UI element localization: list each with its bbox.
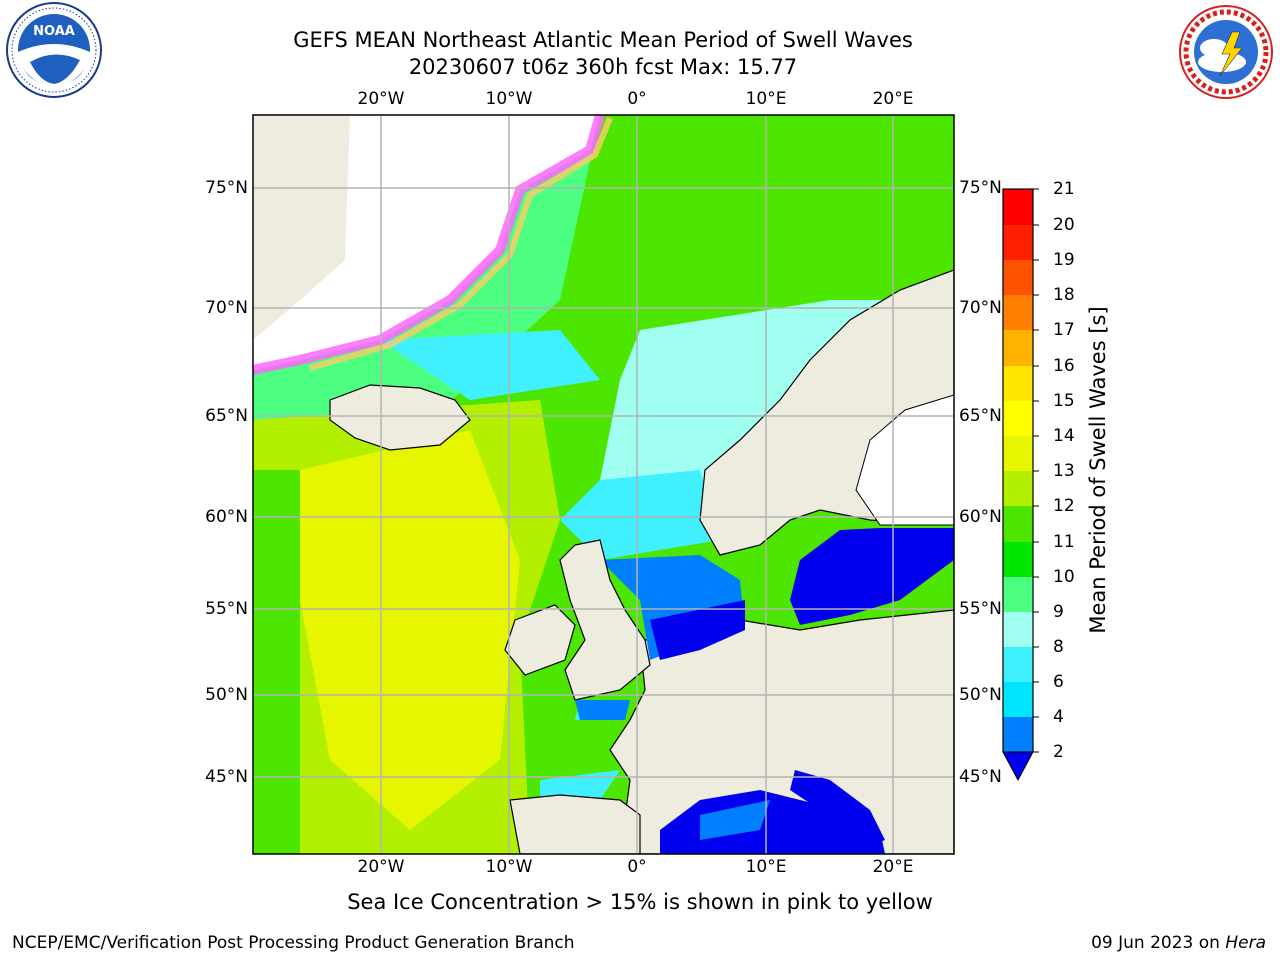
lon-label-bottom-0: 0° [627,857,647,877]
map-frame [252,114,955,855]
lat-label-right-50n: 50°N [959,685,1002,705]
lon-label-top-10e: 10°E [745,89,787,109]
lon-label-bottom-20e: 20°E [872,857,914,877]
colorbar-tick-20: 20 [1053,215,1075,235]
colorbar-tick-17: 17 [1053,320,1075,340]
footer-date-text: 09 Jun 2023 on [1091,933,1220,953]
colorbar-tick-21: 21 [1053,179,1075,199]
colorbar-tick-12: 12 [1053,496,1075,516]
lon-label-top-0: 0° [627,89,647,109]
lon-label-top-10w: 10°W [485,89,533,109]
colorbar-tick-13: 13 [1053,461,1075,481]
lon-label-bottom-20w: 20°W [357,857,405,877]
title-line-2: 20230607 t06z 360h fcst Max: 15.77 [408,55,798,79]
lon-label-bottom-10e: 10°E [745,857,787,877]
colorbar-tick-15: 15 [1053,391,1075,411]
colorbar-tick-2: 2 [1053,742,1064,762]
lat-label-right-75n: 75°N [959,178,1002,198]
title-line-1: GEFS MEAN Northeast Atlantic Mean Period… [293,28,913,52]
lat-label-right-70n: 70°N [959,298,1002,318]
footer-credit: NCEP/EMC/Verification Post Processing Pr… [12,933,575,953]
lat-label-left-65n: 65°N [205,406,248,426]
colorbar-tick-18: 18 [1053,285,1075,305]
colorbar-tick-6: 6 [1053,672,1064,692]
colorbar-tick-19: 19 [1053,250,1075,270]
colorbar-tick-4: 4 [1053,707,1064,727]
lat-label-left-60n: 60°N [205,507,248,527]
colorbar-tick-8: 8 [1053,637,1064,657]
sea-ice-caption: Sea Ice Concentration > 15% is shown in … [347,890,933,914]
lat-label-left-70n: 70°N [205,298,248,318]
colorbar-tick-9: 9 [1053,602,1064,622]
lat-label-left-45n: 45°N [205,767,248,787]
footer-date: 09 Jun 2023 on Hera [1091,933,1266,953]
footer-host: Hera [1225,933,1266,953]
lat-label-right-65n: 65°N [959,406,1002,426]
colorbar-tick-14: 14 [1053,426,1075,446]
noaa-logo: NOAA [6,2,102,98]
lat-label-left-55n: 55°N [205,599,248,619]
lon-label-top-20e: 20°E [872,89,914,109]
lon-label-bottom-10w: 10°W [485,857,533,877]
lat-label-right-45n: 45°N [959,767,1002,787]
nws-logo [1179,5,1273,99]
lat-label-left-75n: 75°N [205,178,248,198]
lon-label-top-20w: 20°W [357,89,405,109]
colorbar-title: Mean Period of Swell Waves [s] [1086,306,1110,634]
lat-label-right-55n: 55°N [959,599,1002,619]
colorbar-tick-11: 11 [1053,532,1075,552]
colorbar-tick-16: 16 [1053,356,1075,376]
lat-label-left-50n: 50°N [205,685,248,705]
noaa-logo-text: NOAA [33,24,75,39]
colorbar [1002,188,1039,782]
graticule [253,115,954,854]
lat-label-right-60n: 60°N [959,507,1002,527]
colorbar-tick-10: 10 [1053,567,1075,587]
